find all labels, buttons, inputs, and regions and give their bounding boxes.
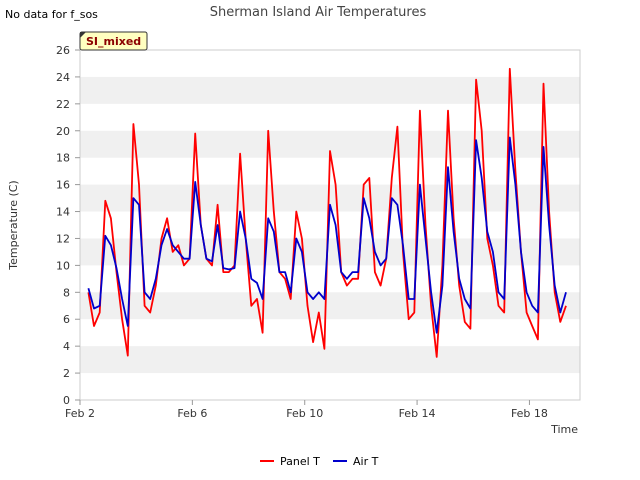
grid-band [80, 76, 580, 104]
x-axis-label: Time [550, 423, 578, 436]
badge-corner [80, 32, 86, 38]
plot-frame [79, 49, 581, 401]
y-tick-label: 14 [56, 206, 70, 219]
y-tick-label: 20 [56, 125, 70, 138]
grid-bands [80, 76, 580, 374]
x-tick-label: Feb 18 [511, 407, 548, 420]
y-tick-label: 18 [56, 152, 70, 165]
legend-label-panel-t: Panel T [280, 455, 320, 468]
y-tick-label: 12 [56, 232, 70, 245]
y-tick-label: 24 [56, 71, 70, 84]
y-tick-label: 26 [56, 44, 70, 57]
y-tick-label: 4 [63, 340, 70, 353]
y-tick-label: 6 [63, 313, 70, 326]
y-tick-label: 2 [63, 367, 70, 380]
y-tick-label: 10 [56, 259, 70, 272]
x-tick-label: Feb 10 [286, 407, 323, 420]
legend: Panel T Air T [260, 455, 379, 468]
grid-band [80, 346, 580, 374]
x-axis: Feb 2 Feb 6 Feb 10 Feb 14 Feb 18 [65, 400, 548, 420]
no-data-note: No data for f_sos [5, 8, 98, 21]
series-line-air-t [87, 136, 567, 334]
x-tick-label: Feb 14 [399, 407, 436, 420]
legend-label-air-t: Air T [353, 455, 379, 468]
site-badge-label: SI_mixed [86, 35, 141, 48]
x-tick-label: Feb 2 [65, 407, 95, 420]
y-tick-label: 16 [56, 179, 70, 192]
y-axis-label: Temperature (C) [7, 180, 20, 270]
x-tick-label: Feb 6 [177, 407, 207, 420]
site-badge [79, 31, 148, 51]
y-tick-label: 22 [56, 98, 70, 111]
grid-band [80, 238, 580, 266]
chart-title: Sherman Island Air Temperatures [210, 5, 427, 20]
series-lines [87, 67, 567, 358]
y-tick-label: 0 [63, 394, 70, 407]
y-tick-label: 8 [63, 286, 70, 299]
